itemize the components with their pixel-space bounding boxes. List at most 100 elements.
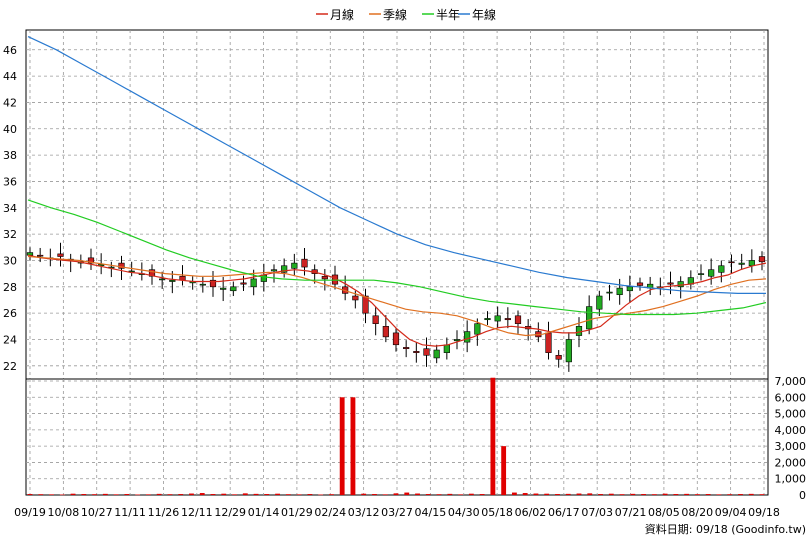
volume-bar — [738, 494, 743, 495]
candle-body — [240, 282, 247, 285]
candle-body — [728, 261, 735, 264]
volume-y-tick-label: 0 — [799, 489, 806, 502]
volume-bar — [555, 494, 560, 495]
candle-body — [453, 339, 461, 342]
candle-body — [98, 264, 105, 267]
legend-label-2: 季線 — [383, 7, 407, 22]
volume-bar — [630, 493, 636, 495]
candle-body — [586, 306, 593, 330]
volume-y-tick-label: 4,000 — [775, 424, 807, 437]
candle-body — [636, 282, 644, 286]
volume-bar — [92, 494, 98, 495]
x-tick-label: 07/21 — [615, 506, 647, 519]
volume-bar — [684, 493, 690, 495]
volume-bar — [221, 493, 227, 495]
candle-body — [596, 295, 603, 310]
x-tick-label: 04/30 — [448, 506, 480, 519]
volume-bar — [350, 397, 356, 495]
price-y-tick-label: 22 — [3, 360, 17, 373]
volume-bar — [361, 493, 367, 495]
x-tick-label: 08/05 — [648, 506, 680, 519]
volume-bar — [210, 494, 216, 495]
volume-bar — [415, 493, 420, 495]
volume-grid — [26, 379, 768, 495]
volume-bar — [576, 493, 582, 495]
volume-y-tick-label: 6,000 — [775, 391, 807, 404]
ma-line-2 — [27, 255, 767, 337]
candle-body — [87, 257, 95, 264]
volume-bar — [102, 493, 108, 495]
candle-body — [758, 256, 766, 263]
volume-bar — [458, 494, 464, 495]
price-y-tick-label: 28 — [3, 281, 17, 294]
x-tick-label: 05/18 — [481, 506, 513, 519]
candle-body — [352, 295, 359, 301]
candle-body — [26, 252, 34, 256]
price-y-tick-label: 30 — [3, 254, 17, 267]
candle-body — [738, 262, 745, 265]
x-tick-label: 01/29 — [281, 506, 313, 519]
x-tick-label: 10/08 — [48, 506, 80, 519]
candle-body — [423, 348, 430, 356]
volume-bar — [705, 494, 711, 495]
candle-body — [209, 279, 217, 288]
price-y-tick-label: 32 — [3, 228, 17, 241]
x-tick-label: 03/27 — [381, 506, 413, 519]
volume-bar — [587, 493, 593, 495]
candle-body — [718, 265, 725, 273]
volume-bar — [156, 493, 162, 495]
candle-body — [362, 295, 369, 314]
volume-bar — [759, 494, 765, 495]
candle-body — [667, 282, 674, 285]
volume-bar — [113, 494, 119, 495]
volume-bar — [522, 493, 528, 495]
volume-panel: 0 1,000 2,000 3,000 4,000 5,000 6,000 7,000 — [25, 375, 807, 502]
candle-body — [382, 326, 389, 338]
x-tick-label: 12/11 — [181, 506, 213, 519]
volume-bar — [382, 494, 388, 495]
candle-body — [626, 286, 633, 292]
volume-bar — [748, 493, 754, 495]
x-tick-label: 09/04 — [715, 506, 747, 519]
volume-bar — [727, 494, 733, 495]
candle-body — [220, 287, 227, 290]
volume-bar — [296, 494, 302, 495]
x-axis-ticks: 09/19 10/08 10/27 11/11 11/26 12/11 12/29 01/14… — [14, 506, 780, 519]
price-y-tick-label: 44 — [3, 70, 17, 83]
volume-bar — [81, 494, 87, 495]
candle-body — [708, 269, 715, 277]
volume-bar — [716, 494, 722, 495]
legend-label-3: 半年 — [436, 8, 460, 22]
footer-source: 資料日期: 09/18 (Goodinfo.tw) — [645, 522, 806, 536]
candle-body — [616, 287, 623, 296]
volume-bar — [285, 494, 291, 495]
price-y-tick-label: 38 — [3, 149, 17, 162]
candle-body — [545, 332, 552, 353]
volume-bar — [135, 494, 141, 496]
volume-bar — [339, 397, 345, 495]
x-tick-label: 09/19 — [14, 506, 46, 519]
candle-body — [555, 354, 562, 360]
volume-bar — [178, 494, 184, 495]
candle-body — [514, 315, 522, 324]
price-y-tick-label: 46 — [3, 44, 17, 57]
legend: 月線 季線 半年 年線 — [316, 7, 496, 22]
x-tick-label: 06/17 — [548, 506, 580, 519]
volume-bar — [694, 494, 700, 495]
volume-bar — [511, 492, 517, 495]
candle-body — [230, 286, 237, 292]
volume-bar — [565, 493, 571, 495]
candle-body — [474, 323, 481, 335]
x-tick-label: 01/14 — [248, 506, 280, 519]
price-grid — [26, 30, 768, 379]
price-y-tick-label: 34 — [3, 202, 17, 215]
volume-bar — [404, 492, 410, 495]
candle-body — [169, 279, 176, 282]
volume-bars — [27, 377, 765, 496]
candle-body — [565, 339, 572, 363]
x-tick-label: 04/15 — [415, 506, 447, 519]
candle-body — [372, 315, 379, 324]
volume-bar — [199, 493, 205, 495]
x-tick-label: 02/24 — [314, 506, 346, 519]
